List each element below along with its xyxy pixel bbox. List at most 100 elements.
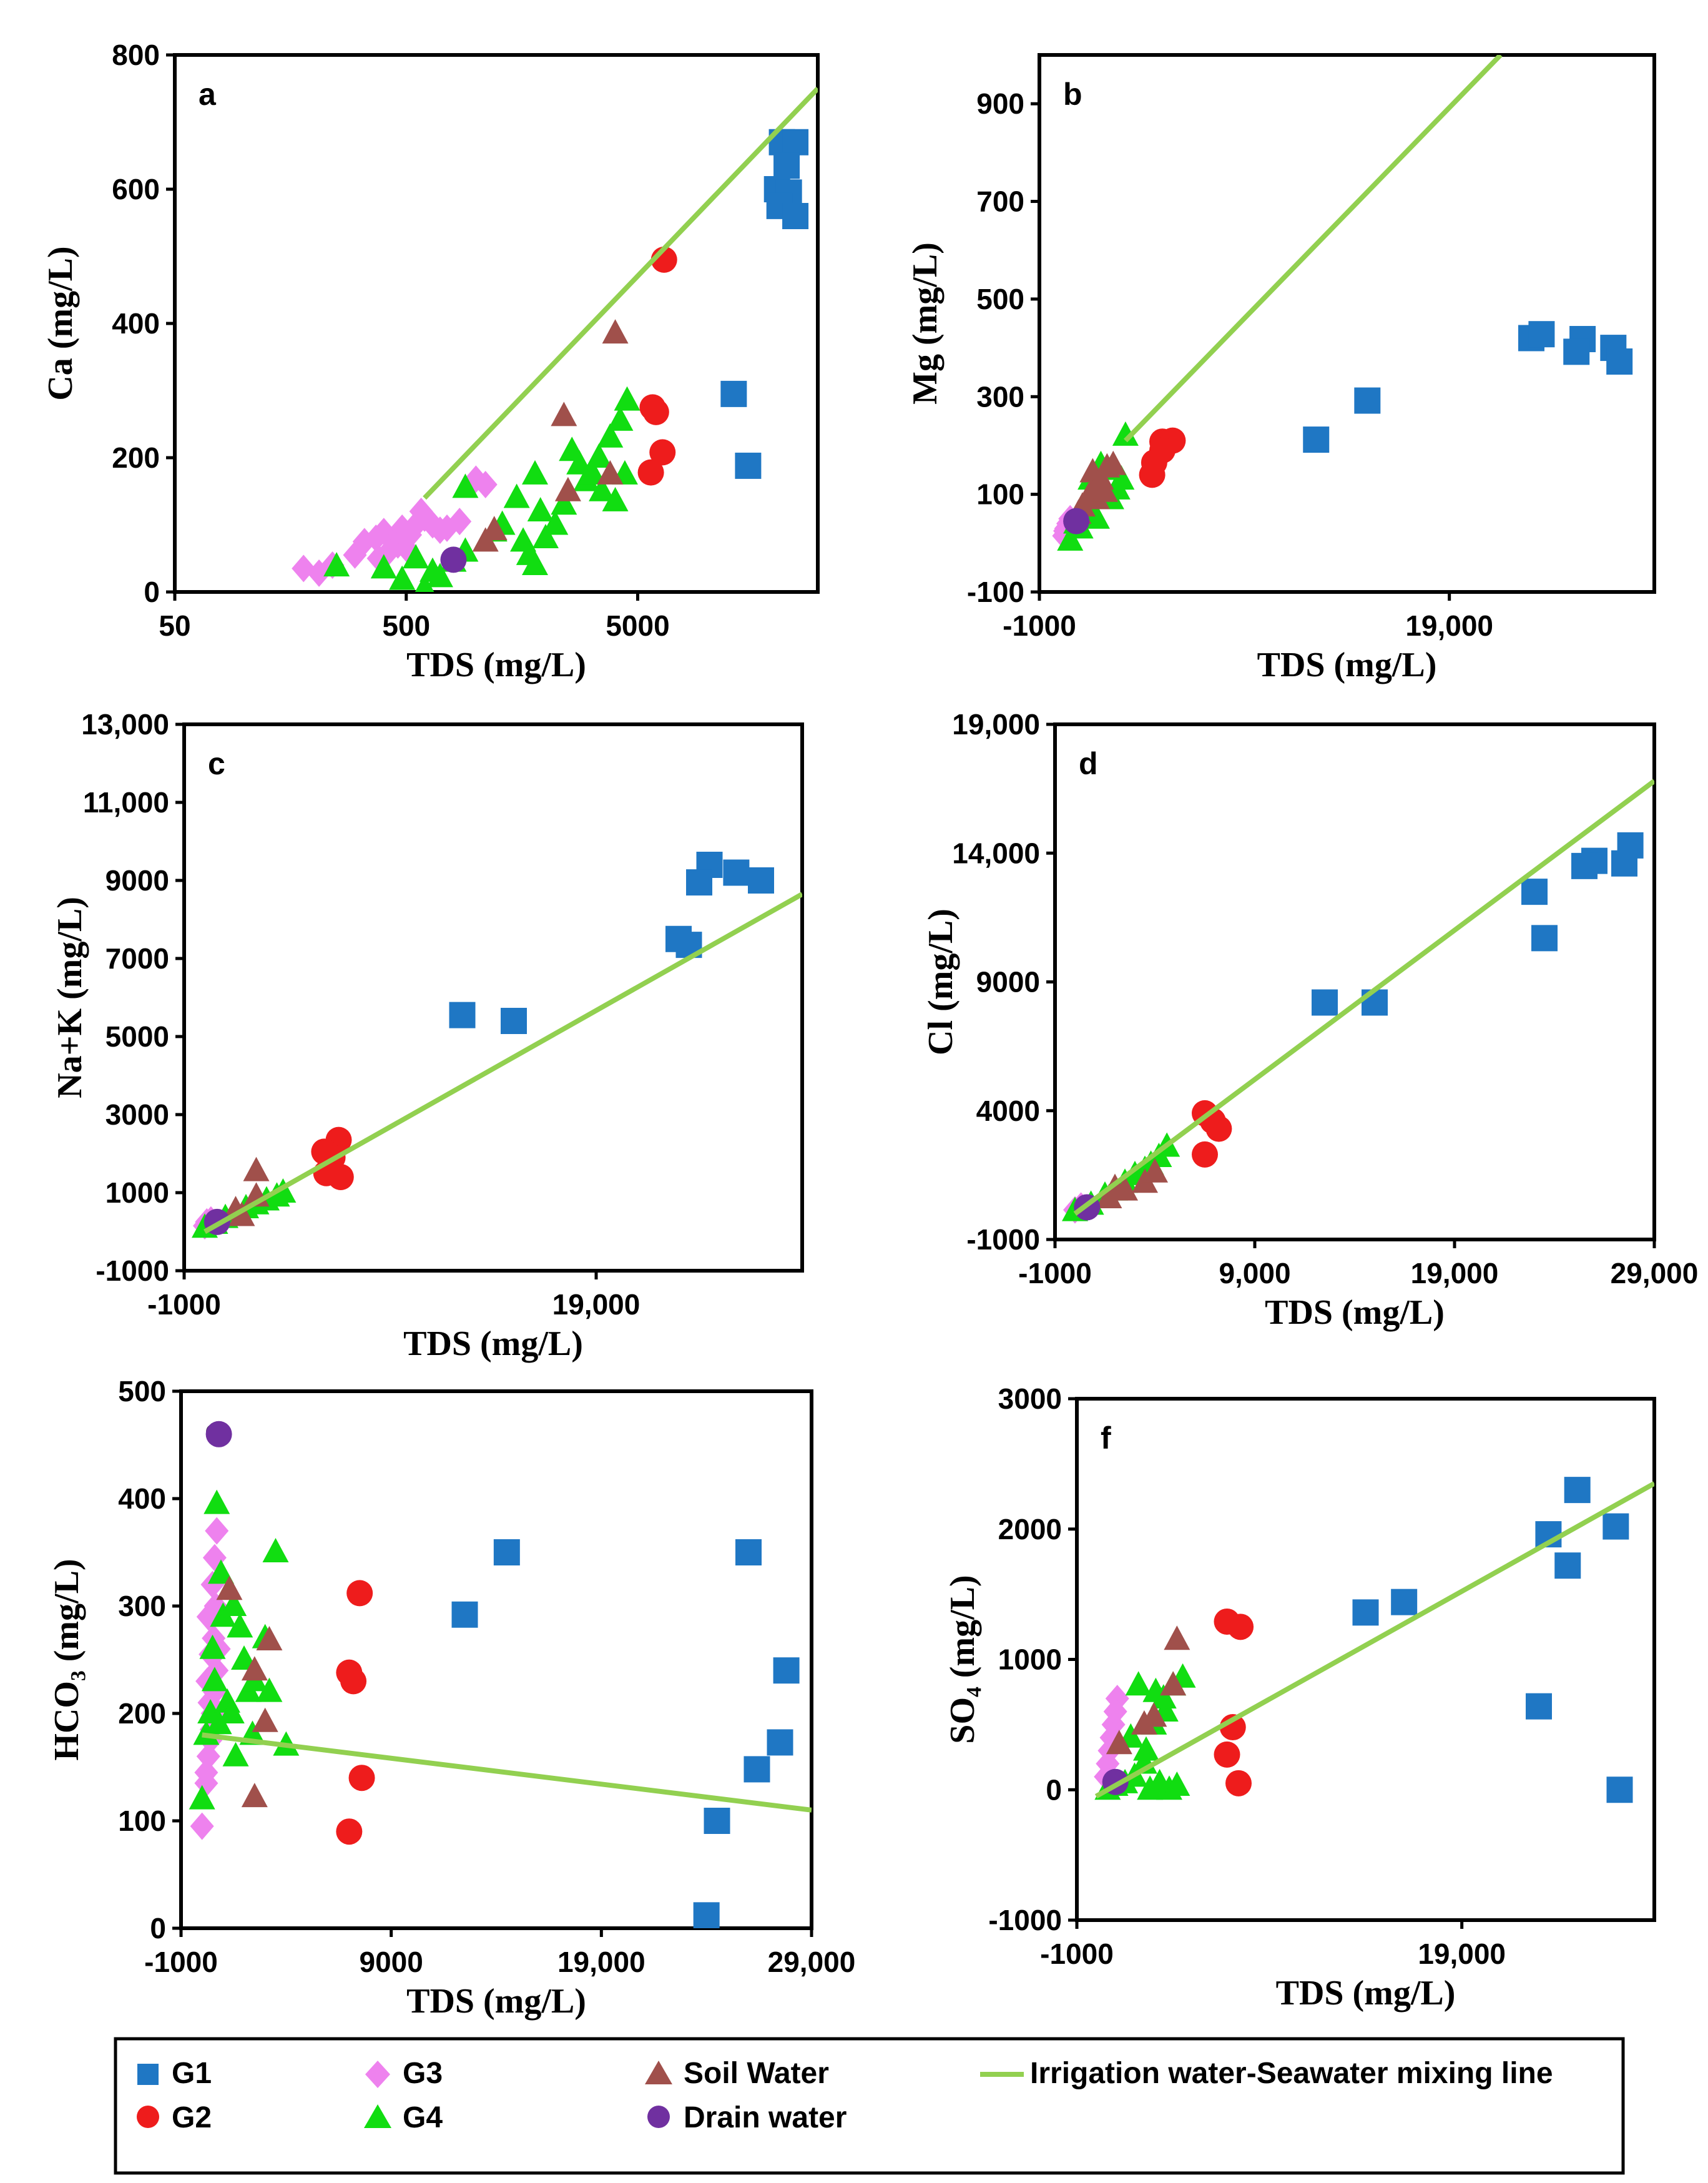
point-drain — [440, 546, 467, 573]
point-g4 — [551, 490, 577, 515]
y-tick-label: 200 — [112, 441, 160, 474]
x-tick-label: 9000 — [359, 1946, 423, 1978]
point-g4 — [227, 1613, 253, 1638]
mixing-line — [1073, 779, 1654, 1216]
point-g4 — [415, 574, 434, 592]
point-g4 — [607, 406, 634, 431]
point-g3 — [1103, 1698, 1127, 1725]
y-tick-label: 0 — [1046, 1773, 1062, 1806]
point-g4 — [1112, 421, 1139, 446]
point-g4 — [1133, 1736, 1159, 1761]
point-g4 — [204, 1489, 230, 1514]
point-g3 — [409, 498, 433, 525]
point-g1 — [782, 129, 809, 155]
y-tick-label: -100 — [967, 576, 1024, 608]
point-g2 — [1205, 1115, 1232, 1142]
panel-f: -1000 0 1000 2000 3000 -1000 19,000 f TDS (mg/L)… — [943, 1382, 1656, 2013]
x-tick-label: 9,000 — [1219, 1257, 1290, 1289]
point-g4 — [370, 554, 397, 579]
y-tick-label: 3000 — [106, 1098, 169, 1131]
point-g4 — [199, 1634, 226, 1659]
point-g3 — [205, 1517, 229, 1545]
point-g1 — [1521, 879, 1548, 905]
point-g4 — [207, 1559, 234, 1584]
x-tick-label: 19,000 — [552, 1288, 640, 1321]
legend-frame — [114, 2037, 1625, 2175]
point-g1 — [735, 452, 762, 479]
x-tick-label: -1000 — [144, 1946, 218, 1978]
point-g3 — [190, 1812, 214, 1840]
y-tick-label: -1000 — [988, 1904, 1062, 1936]
panel-c: -1000 1000 3000 5000 7000 9000 11,000 13,000 -10… — [51, 708, 804, 1363]
point-g1 — [767, 1729, 793, 1756]
y-tick-label: 0 — [144, 576, 160, 608]
legend-label-g4: G4 — [403, 2101, 443, 2134]
legend-marker-soil-water — [645, 2061, 672, 2084]
point-g2 — [340, 1668, 367, 1695]
y-tick-label: 200 — [118, 1697, 166, 1730]
x-tick-label: -1000 — [147, 1288, 221, 1321]
y-axis-title: HCO₃ (mg/L) — [47, 1559, 86, 1760]
point-soil — [1092, 477, 1119, 502]
point-g4 — [521, 460, 548, 485]
point-g1 — [1526, 1693, 1552, 1720]
panel-letter: a — [199, 77, 217, 112]
point-g3 — [194, 1758, 218, 1786]
y-tick-label: 300 — [976, 380, 1024, 413]
x-tick-label: 19,000 — [1418, 1938, 1506, 1970]
point-g4 — [218, 1699, 245, 1723]
point-g4 — [452, 473, 479, 498]
point-g1 — [1554, 1552, 1581, 1579]
legend-label-mixing-line: Irrigation water-Seawater mixing line — [1030, 2057, 1553, 2090]
y-axis-title: Na+K (mg/L) — [51, 897, 89, 1098]
legend-label-soil-water: Soil Water — [684, 2057, 829, 2090]
y-tick-label: 14,000 — [952, 837, 1040, 869]
point-g4 — [323, 552, 350, 577]
x-tick-label: 29,000 — [1611, 1257, 1699, 1289]
point-g4 — [579, 460, 606, 485]
y-tick-label: 0 — [150, 1912, 166, 1944]
point-g1 — [1354, 387, 1381, 414]
point-g1 — [501, 1008, 527, 1034]
point-g1 — [686, 869, 712, 896]
plot-area — [189, 1421, 812, 1928]
y-tick-label: 500 — [118, 1375, 166, 1407]
y-tick-label: 13,000 — [81, 708, 169, 741]
plot-area — [1062, 779, 1654, 1224]
point-soil — [1160, 1671, 1187, 1696]
point-g4 — [542, 510, 569, 535]
x-axis-title: TDS (mg/L) — [406, 646, 586, 684]
point-g4 — [189, 1785, 215, 1810]
point-soil — [1142, 1158, 1168, 1183]
point-g1 — [1352, 1599, 1379, 1626]
y-tick-label: 800 — [112, 39, 160, 71]
point-soil — [1100, 450, 1127, 475]
point-g4 — [602, 486, 629, 511]
point-soil — [551, 402, 577, 426]
point-g1 — [1362, 989, 1388, 1016]
point-g1 — [720, 380, 747, 407]
point-g2 — [1225, 1770, 1252, 1796]
panel-letter: b — [1063, 77, 1082, 112]
y-tick-label: 11,000 — [83, 786, 169, 819]
point-soil — [241, 1783, 268, 1808]
x-tick-label: 19,000 — [1411, 1257, 1499, 1289]
point-g4 — [220, 1592, 247, 1616]
point-g4 — [426, 563, 453, 588]
point-soil — [481, 516, 508, 541]
point-soil — [602, 319, 629, 344]
x-tick-label: 500 — [382, 609, 430, 642]
x-axis-title: TDS (mg/L) — [1265, 1293, 1445, 1332]
point-g2 — [346, 1580, 373, 1607]
y-tick-label: 1000 — [106, 1176, 169, 1209]
point-g2 — [336, 1818, 363, 1845]
y-tick-label: 7000 — [106, 942, 169, 975]
point-g4 — [521, 551, 548, 575]
legend-label-drain-water: Drain water — [684, 2101, 847, 2134]
y-axis-title: Ca (mg/L) — [41, 246, 80, 400]
mixing-line — [1094, 1481, 1654, 1799]
point-g1 — [773, 152, 800, 179]
point-g1 — [723, 859, 750, 886]
point-soil — [597, 460, 624, 485]
y-axis-title: SO₄ (mg/L) — [943, 1575, 982, 1743]
